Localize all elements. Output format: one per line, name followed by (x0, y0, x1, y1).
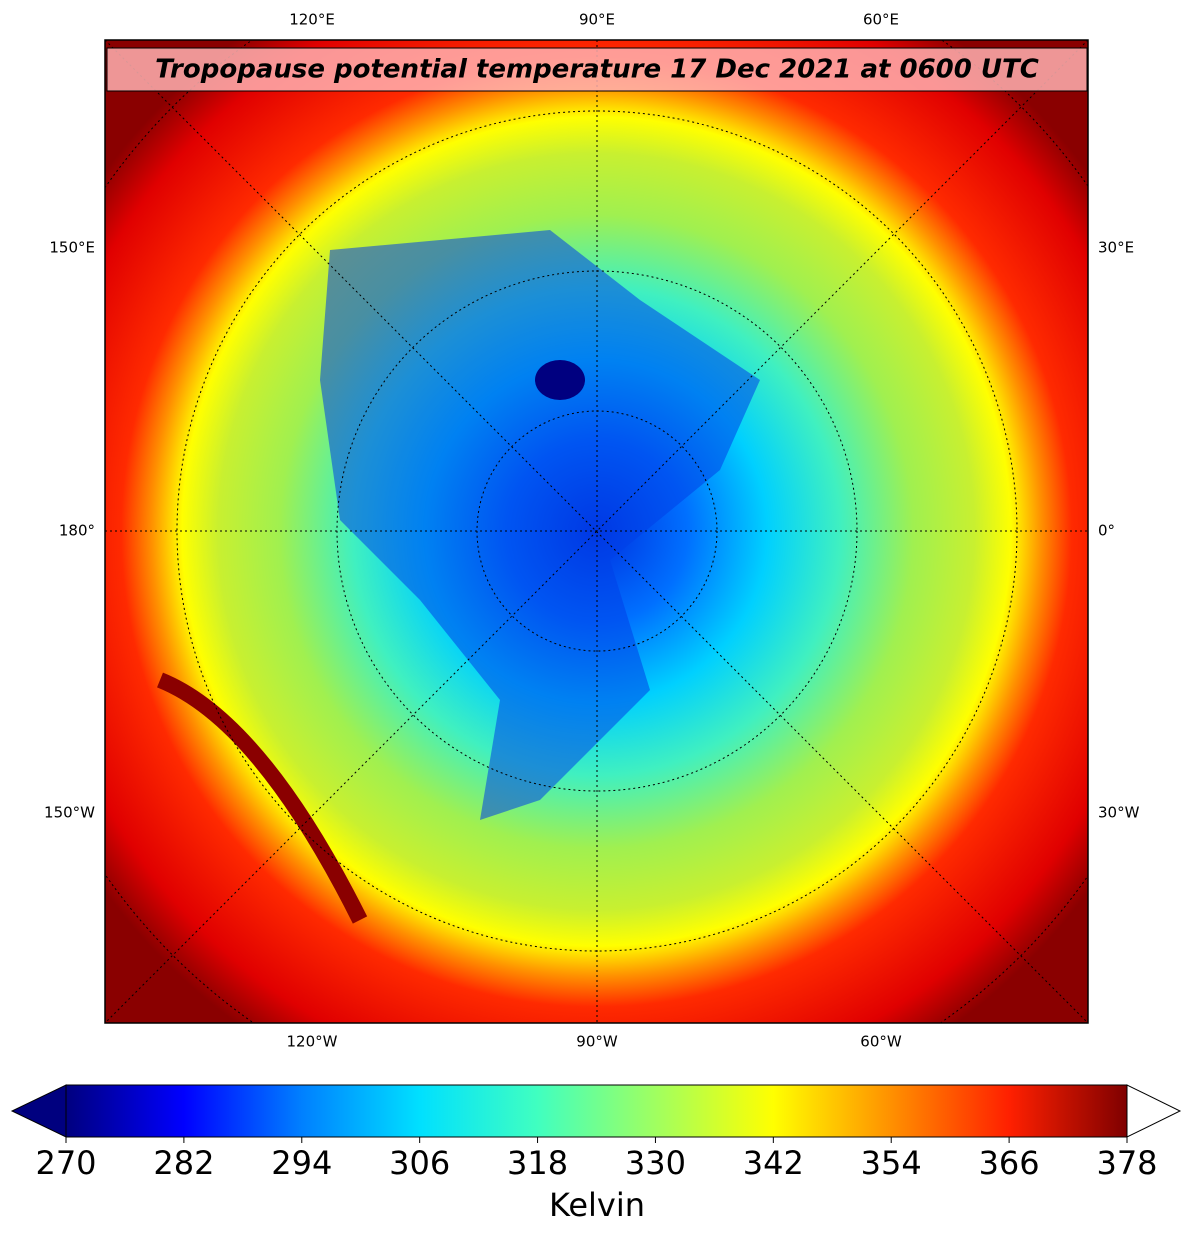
warm-filament (156, 672, 368, 924)
tick-label: 366 (979, 1144, 1040, 1182)
lon-label: 120°W (287, 1033, 338, 1051)
tick-label: 378 (1096, 1144, 1157, 1182)
lon-label: 90°E (579, 11, 615, 29)
tick-label: 306 (389, 1144, 450, 1182)
extend-high (1126, 1084, 1182, 1138)
cold-core (535, 360, 585, 400)
lat-label: 30°W (1098, 804, 1140, 822)
lon-label: 120°E (289, 11, 335, 29)
map (105, 40, 1088, 1023)
lat-label: 150°W (44, 804, 95, 822)
lat-label: 0° (1098, 522, 1115, 540)
extend-low (10, 1084, 67, 1138)
lat-label: 180° (59, 522, 95, 540)
graticule (105, 40, 1088, 1023)
lon-label: 60°W (860, 1033, 902, 1051)
map-frame (104, 39, 1089, 1024)
title-box (106, 47, 1088, 92)
cold-region (320, 230, 760, 820)
tick-label: 330 (625, 1144, 686, 1182)
tick-label: 342 (743, 1144, 804, 1182)
lat-label: 150°E (49, 239, 95, 257)
title: Tropopause potential temperature 17 Dec … (155, 55, 1039, 85)
tick-label: 294 (271, 1144, 332, 1182)
lat-label: 30°E (1098, 239, 1134, 257)
tick-label: 318 (507, 1144, 568, 1182)
colorbar-label: Kelvin (549, 1186, 645, 1224)
tick-label: 270 (35, 1144, 96, 1182)
lon-label: 60°E (863, 11, 899, 29)
lon-labels: 120°E 90°E 60°E 120°W 90°W 60°W 150°E 180° 150°W… (44, 11, 1140, 1051)
colorbar-ramp (65, 1084, 1128, 1138)
tick-label: 282 (153, 1144, 214, 1182)
tick-label: 354 (861, 1144, 922, 1182)
lon-label: 90°W (576, 1033, 618, 1051)
colorbar: 270 282 294 306 318 330 342 354 366 378 (10, 1084, 1182, 1182)
